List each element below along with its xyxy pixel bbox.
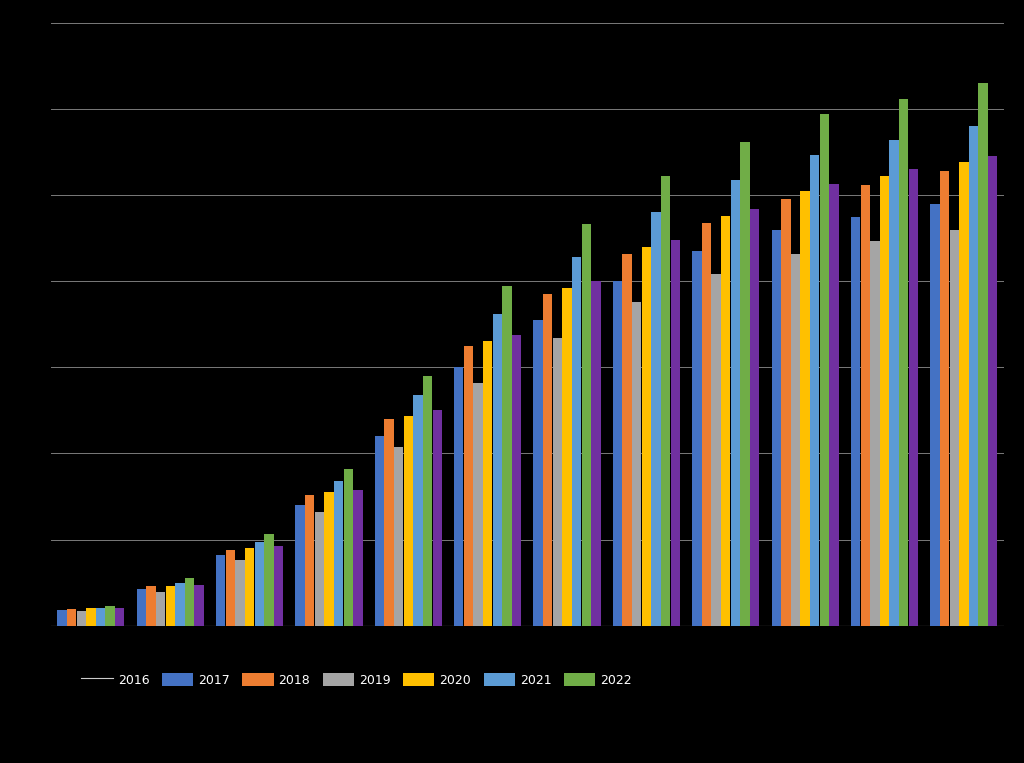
Bar (591, 282, 601, 626)
Bar (245, 548, 254, 626)
Bar (512, 335, 521, 626)
Bar (582, 224, 591, 626)
Bar (375, 436, 384, 626)
Bar (273, 546, 284, 626)
Bar (562, 288, 571, 626)
Bar (384, 419, 393, 626)
Bar (185, 578, 195, 626)
Bar (701, 223, 711, 626)
Bar (801, 191, 810, 626)
Bar (810, 155, 819, 626)
Bar (662, 176, 671, 626)
Bar (225, 550, 234, 626)
Bar (731, 179, 740, 626)
Bar (105, 606, 115, 626)
Bar (96, 607, 105, 626)
Bar (493, 314, 502, 626)
Bar (750, 209, 760, 626)
Bar (255, 542, 264, 626)
Bar (534, 320, 543, 626)
Bar (414, 395, 423, 626)
Bar (236, 560, 245, 626)
Bar (771, 230, 781, 626)
Bar (394, 446, 403, 626)
Bar (473, 383, 482, 626)
Bar (57, 610, 67, 626)
Bar (483, 342, 493, 626)
Bar (721, 216, 730, 626)
Bar (305, 494, 314, 626)
Bar (880, 176, 889, 626)
Bar (115, 608, 125, 626)
Bar (572, 257, 582, 626)
Bar (195, 585, 204, 626)
Bar (146, 586, 156, 626)
Bar (454, 367, 464, 626)
Bar (77, 611, 86, 626)
Bar (940, 171, 949, 626)
Bar (166, 586, 175, 626)
Bar (692, 251, 701, 626)
Bar (432, 410, 442, 626)
Bar (959, 163, 969, 626)
Bar (156, 592, 165, 626)
Bar (175, 583, 184, 626)
Bar (979, 83, 988, 626)
Bar (67, 610, 76, 626)
Bar (334, 481, 343, 626)
Bar (829, 184, 839, 626)
Bar (344, 469, 353, 626)
Bar (136, 590, 146, 626)
Bar (295, 505, 305, 626)
Bar (612, 282, 623, 626)
Bar (781, 198, 791, 626)
Bar (464, 346, 473, 626)
Bar (632, 302, 641, 626)
Bar (353, 490, 362, 626)
Bar (969, 126, 978, 626)
Bar (553, 338, 562, 626)
Bar (820, 114, 829, 626)
Bar (651, 212, 660, 626)
Bar (264, 534, 273, 626)
Bar (860, 185, 869, 626)
Bar (949, 230, 958, 626)
Bar (740, 142, 750, 626)
Bar (623, 253, 632, 626)
Bar (543, 294, 552, 626)
Bar (988, 156, 997, 626)
Bar (870, 241, 880, 626)
Bar (671, 240, 680, 626)
Bar (930, 204, 940, 626)
Bar (86, 608, 95, 626)
Bar (908, 169, 919, 626)
Bar (712, 275, 721, 626)
Bar (899, 98, 908, 626)
Bar (325, 492, 334, 626)
Bar (642, 246, 651, 626)
Legend: 2016, 2017, 2018, 2019, 2020, 2021, 2022: 2016, 2017, 2018, 2019, 2020, 2021, 2022 (77, 668, 637, 692)
Bar (216, 555, 225, 626)
Bar (503, 286, 512, 626)
Bar (791, 253, 800, 626)
Bar (890, 140, 899, 626)
Bar (423, 376, 432, 626)
Bar (851, 217, 860, 626)
Bar (403, 416, 413, 626)
Bar (314, 512, 324, 626)
